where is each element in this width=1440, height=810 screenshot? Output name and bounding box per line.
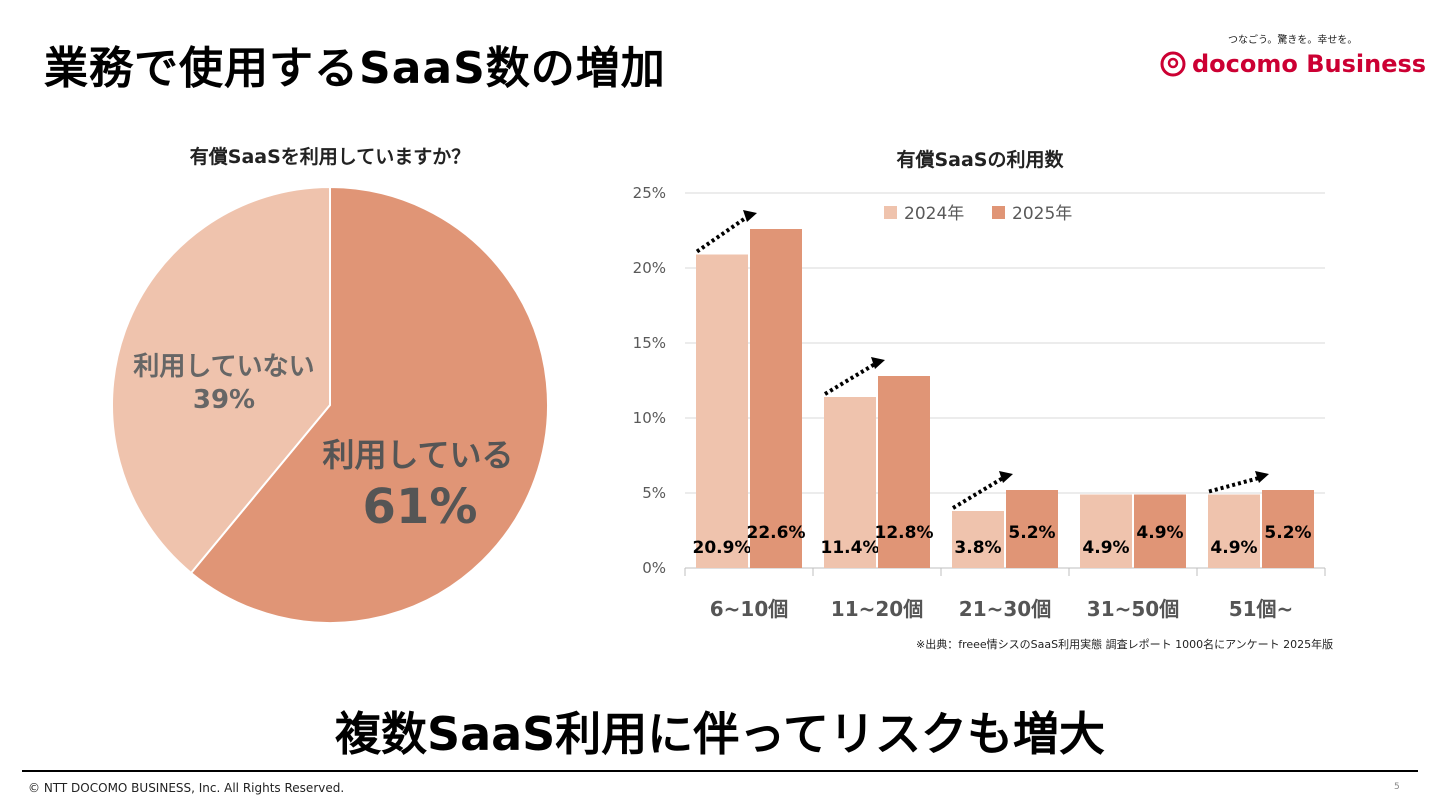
source-note: ※出典：freee情シスのSaaS利用実態 調査レポート 1000名にアンケート… — [916, 638, 1334, 651]
bar — [1262, 490, 1314, 568]
bar — [952, 511, 1004, 568]
logo-tagline: つなごう。驚きを。幸せを。 — [1228, 35, 1358, 46]
docomo-logo-icon — [1160, 51, 1186, 77]
y-tick-label: 20% — [633, 259, 666, 277]
trend-arrow — [823, 362, 877, 396]
pie-slice — [189, 185, 549, 624]
y-tick-label: 5% — [642, 484, 666, 502]
data-label: 4.9% — [1210, 538, 1257, 558]
pie-slice — [111, 185, 331, 575]
legend-label: 2024年 — [904, 204, 964, 224]
logo-text: docomo Business — [1192, 50, 1427, 78]
x-tick-label: 51個~ — [1229, 597, 1294, 621]
bar — [878, 376, 930, 568]
bar — [1208, 494, 1260, 568]
data-label: 5.2% — [1008, 523, 1055, 543]
data-label: 4.9% — [1082, 538, 1129, 558]
bar — [824, 397, 876, 568]
trend-arrow — [951, 476, 1005, 510]
bar-title: 有償SaaSの利用数 — [896, 149, 1064, 171]
bar — [1134, 494, 1186, 568]
data-label: 3.8% — [954, 538, 1001, 558]
arrow-head — [871, 357, 885, 369]
y-tick-label: 25% — [633, 184, 666, 202]
data-label: 11.4% — [821, 538, 880, 558]
page-number: 5 — [1394, 782, 1400, 792]
pie-title: 有償SaaSを利用していますか？ — [189, 146, 471, 168]
bar — [1006, 490, 1058, 568]
copyright: © NTT DOCOMO BUSINESS, Inc. All Rights R… — [28, 781, 345, 795]
x-tick-label: 11~20個 — [831, 597, 923, 621]
trend-arrow — [1208, 476, 1260, 494]
legend-swatch — [992, 206, 1005, 219]
y-tick-label: 15% — [633, 334, 666, 352]
pie-value: 61% — [363, 479, 478, 535]
pie-label: 利用している — [322, 436, 513, 474]
data-label: 22.6% — [747, 523, 806, 543]
data-label: 4.9% — [1136, 523, 1183, 543]
data-label: 5.2% — [1264, 523, 1311, 543]
page-title: 業務で使用するSaaS数の増加 — [44, 43, 666, 94]
logo: docomo Business — [1160, 50, 1426, 78]
bottom-message: 複数SaaS利用に伴ってリスクも増大 — [334, 707, 1106, 761]
footer-divider — [22, 770, 1418, 772]
pie-label: 利用していない — [133, 352, 314, 382]
bar — [1080, 494, 1132, 568]
pie-value: 39% — [193, 385, 255, 415]
arrow-head — [743, 210, 757, 222]
arrow-head — [999, 471, 1013, 483]
bar — [750, 229, 802, 568]
legend-swatch — [884, 206, 897, 219]
data-label: 20.9% — [693, 538, 752, 558]
x-tick-label: 6~10個 — [710, 597, 789, 621]
trend-arrow — [695, 215, 749, 254]
bar — [696, 254, 748, 568]
arrow-head — [1255, 471, 1269, 483]
y-tick-label: 10% — [633, 409, 666, 427]
x-tick-label: 31~50個 — [1087, 597, 1179, 621]
y-tick-label: 0% — [642, 559, 666, 577]
x-tick-label: 21~30個 — [959, 597, 1051, 621]
data-label: 12.8% — [875, 523, 934, 543]
legend-label: 2025年 — [1012, 204, 1072, 224]
